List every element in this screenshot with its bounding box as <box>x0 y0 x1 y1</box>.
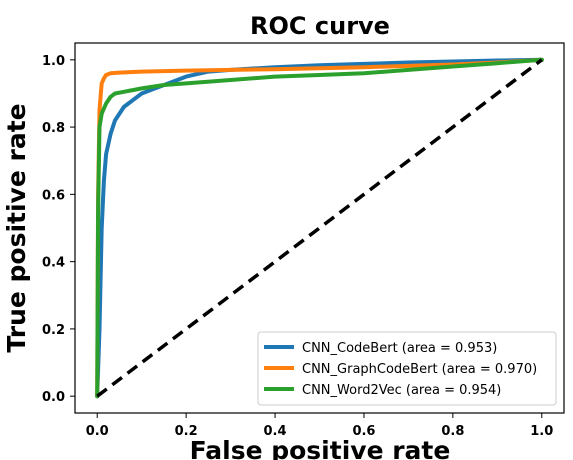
x-tick-label: 1.0 <box>530 424 553 439</box>
y-tick-label: 0.6 <box>42 188 65 203</box>
y-axis-label: True positive rate <box>2 103 31 352</box>
legend: CNN_CodeBert (area = 0.953) CNN_GraphCode… <box>257 331 557 406</box>
legend-box <box>257 331 557 406</box>
x-tick-label: 0.0 <box>86 424 109 439</box>
chance-diagonal-line <box>96 58 543 398</box>
y-tick-label: 0.2 <box>42 323 65 338</box>
chart-title: ROC curve <box>250 12 390 40</box>
y-tick-label: 1.0 <box>42 54 65 69</box>
axis-ticks: 0.0 0.2 0.4 0.6 0.8 1.0 0.0 0.2 0.4 0.6 0.8 1.0 <box>42 54 553 439</box>
plot-area <box>95 57 544 399</box>
plot-frame <box>74 42 565 414</box>
series-line-1 <box>95 57 544 399</box>
series-line-0 <box>95 57 544 399</box>
y-tick-label: 0.8 <box>42 121 65 136</box>
x-tick-label: 0.8 <box>441 424 464 439</box>
series-line-2 <box>95 57 544 399</box>
y-tick-label: 0.4 <box>42 256 65 271</box>
x-tick-label: 0.2 <box>175 424 198 439</box>
legend-label: CNN_GraphCodeBert (area = 0.970) <box>302 362 537 377</box>
legend-label: CNN_Word2Vec (area = 0.954) <box>302 383 501 398</box>
x-axis-label: False positive rate <box>190 436 451 460</box>
legend-label: CNN_CodeBert (area = 0.953) <box>302 341 497 356</box>
x-tick-label: 0.6 <box>352 424 375 439</box>
x-tick-label: 0.4 <box>264 424 287 439</box>
y-tick-label: 0.0 <box>42 390 65 405</box>
